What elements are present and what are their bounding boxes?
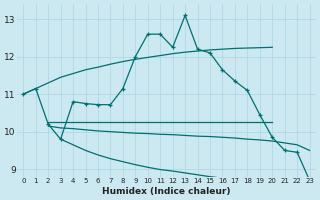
- X-axis label: Humidex (Indice chaleur): Humidex (Indice chaleur): [102, 187, 231, 196]
